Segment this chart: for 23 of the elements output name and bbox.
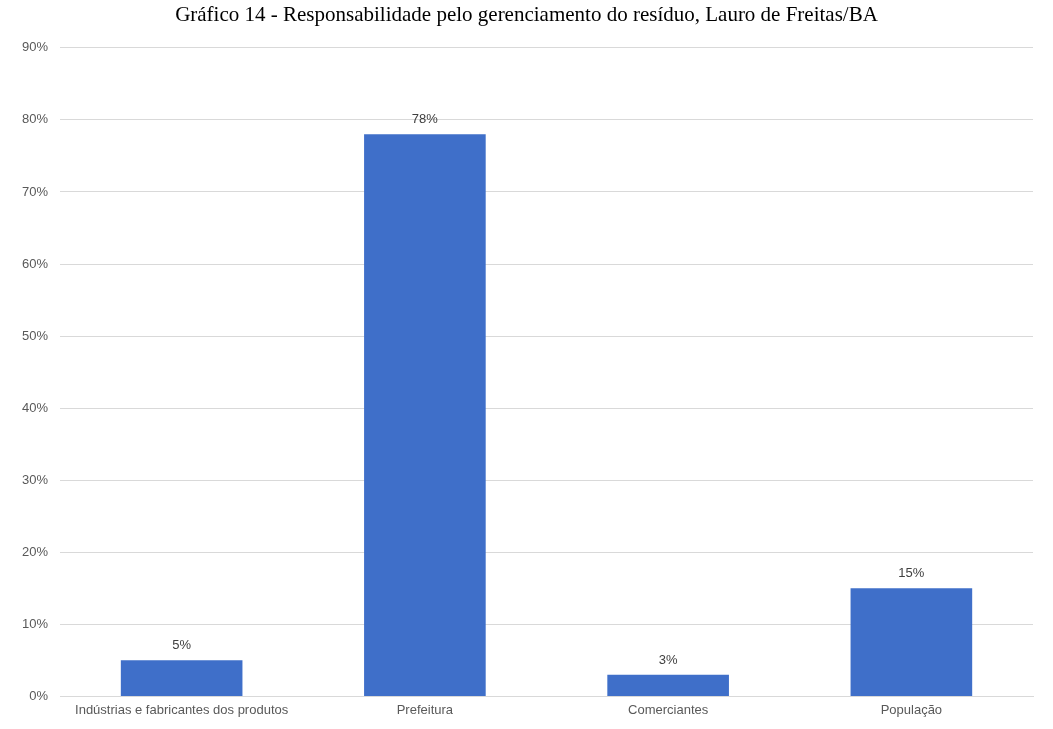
y-tick-label: 30% — [21, 471, 49, 487]
data-label: 78% — [411, 111, 439, 127]
y-tick-label: 20% — [21, 543, 49, 559]
bar — [607, 674, 729, 696]
y-tick-label: 60% — [21, 255, 49, 271]
data-label: 15% — [898, 565, 925, 581]
y-tick-label: 40% — [21, 399, 49, 415]
x-tick-label: População — [880, 701, 943, 717]
y-tick-label: 50% — [21, 327, 49, 343]
bar — [364, 134, 486, 696]
y-tick-label: 0% — [29, 687, 49, 703]
data-label: 5% — [172, 637, 192, 653]
y-tick-label: 90% — [21, 39, 49, 55]
bar — [850, 588, 973, 696]
x-tick-label: Indústrias e fabricantes dos produtos — [75, 701, 289, 717]
y-tick-label: 70% — [21, 183, 49, 199]
bar — [120, 660, 243, 696]
x-tick-label: Comerciantes — [628, 701, 709, 717]
chart-title: Gráfico 14 - Responsabilidade pelo gerenciamento do resíduo, Lauro de Freitas/BA — [174, 2, 879, 28]
y-tick-label: 80% — [21, 111, 49, 127]
y-tick-label: 10% — [21, 615, 49, 631]
data-label: 3% — [658, 651, 678, 667]
x-tick-label: Prefeitura — [396, 701, 454, 717]
